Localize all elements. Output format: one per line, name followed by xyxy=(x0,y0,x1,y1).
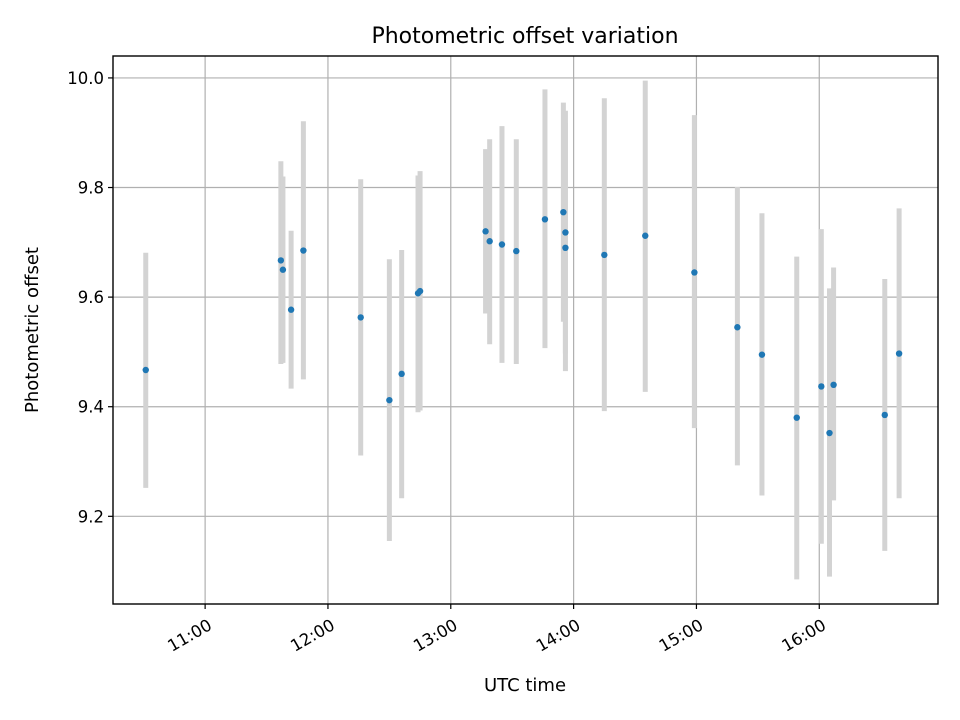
grid xyxy=(113,56,938,604)
data-point xyxy=(287,306,295,313)
data-point xyxy=(541,216,549,223)
data-point xyxy=(279,266,287,273)
data-point xyxy=(416,287,424,295)
y-tick-label: 9.8 xyxy=(78,179,104,198)
y-axis-ticks: 9.2 9.4 9.6 9.8 10.0 xyxy=(67,69,113,526)
data-point xyxy=(562,244,569,251)
y-axis-label: Photometric offset xyxy=(22,247,43,413)
data-point xyxy=(486,238,493,245)
data-point xyxy=(758,351,766,358)
y-tick-label: 10.0 xyxy=(67,69,104,88)
data-point xyxy=(826,429,833,437)
data-point xyxy=(895,350,903,357)
data-point xyxy=(881,411,888,419)
plot-frame xyxy=(112,55,939,605)
data-point xyxy=(300,247,307,254)
data-point xyxy=(398,370,405,378)
chart-title: Photometric offset variation xyxy=(371,24,678,49)
data-point xyxy=(734,324,741,331)
data-point xyxy=(386,396,393,404)
y-tick-label: 9.6 xyxy=(78,288,104,307)
data-point xyxy=(513,247,520,255)
data-points xyxy=(142,208,903,437)
data-point xyxy=(601,251,608,259)
data-point xyxy=(642,232,649,239)
x-axis-label: UTC time xyxy=(484,675,566,696)
data-point xyxy=(691,269,698,276)
data-point xyxy=(562,229,569,236)
y-tick-label: 9.2 xyxy=(78,507,104,526)
data-point xyxy=(277,257,285,264)
data-point xyxy=(357,314,364,321)
data-point xyxy=(482,228,489,235)
y-tick-label: 9.4 xyxy=(78,398,104,417)
data-point xyxy=(142,366,149,374)
data-point xyxy=(498,241,506,248)
data-point xyxy=(830,381,837,388)
data-point xyxy=(793,414,800,421)
data-point xyxy=(818,383,825,390)
data-point xyxy=(560,208,567,216)
